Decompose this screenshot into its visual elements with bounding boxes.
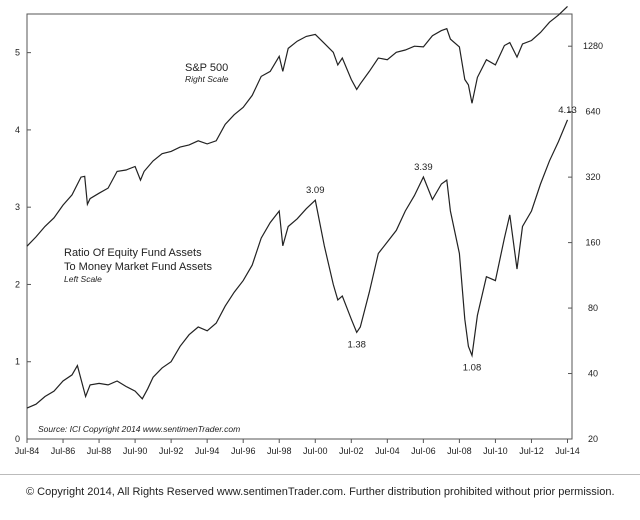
x-tick-label: Jul-94 [195, 446, 220, 456]
copyright-text: © Copyright 2014, All Rights Reserved ww… [26, 486, 615, 498]
data-label: 3.09 [306, 185, 325, 196]
x-tick-label: Jul-00 [303, 446, 328, 456]
x-tick-label: Jul-96 [231, 446, 256, 456]
ratio-sublabel: Left Scale [64, 274, 102, 284]
data-label: 1.08 [463, 363, 482, 374]
x-tick-label: Jul-04 [375, 446, 400, 456]
right-tick-label: 80 [588, 303, 598, 313]
x-tick-label: Jul-92 [159, 446, 184, 456]
footer: © Copyright 2014, All Rights Reserved ww… [0, 474, 640, 514]
sp500-label: S&P 500 [185, 62, 228, 74]
data-labels: 3.09 1.38 3.39 1.08 4.13 [306, 105, 577, 374]
x-tick-label: Jul-90 [123, 446, 148, 456]
left-tick-label: 0 [15, 434, 20, 444]
left-y-axis: 0 1 2 3 4 5 [15, 48, 31, 444]
x-tick-label: Jul-12 [519, 446, 544, 456]
x-tick-label: Jul-98 [267, 446, 292, 456]
right-tick-label: 320 [585, 172, 600, 182]
left-tick-label: 1 [15, 357, 20, 367]
ratio-label-line-2: To Money Market Fund Assets [64, 261, 212, 273]
left-tick-label: 5 [15, 48, 20, 58]
source-note: Source: ICI Copyright 2014 www.sentimenT… [38, 424, 240, 434]
sp500-sublabel: Right Scale [185, 74, 229, 84]
x-tick-label: Jul-10 [483, 446, 508, 456]
x-tick-label: Jul-86 [51, 446, 76, 456]
ratio-label-line-1: Ratio Of Equity Fund Assets [64, 247, 202, 259]
right-tick-label: 1280 [583, 41, 603, 51]
x-axis: Jul-84 Jul-86 Jul-88 Jul-90 Jul-92 Jul-94 Jul-… [15, 439, 580, 456]
x-tick-label: Jul-08 [447, 446, 472, 456]
x-tick-label: Jul-84 [15, 446, 40, 456]
ratio-series-line [26, 119, 569, 409]
plot-frame [26, 13, 573, 440]
x-tick-label: Jul-06 [411, 446, 436, 456]
right-tick-label: 640 [585, 107, 600, 117]
left-tick-label: 4 [15, 125, 20, 135]
right-tick-label: 160 [585, 238, 600, 248]
sp500-series-line [26, 5, 568, 247]
data-label: 1.38 [347, 339, 366, 350]
footer-divider [0, 474, 640, 475]
chart: Jul-84 Jul-86 Jul-88 Jul-90 Jul-92 Jul-94 Jul-… [15, 5, 603, 456]
data-label: 3.39 [414, 162, 433, 173]
right-tick-label: 40 [588, 369, 598, 379]
left-tick-label: 2 [15, 279, 20, 289]
data-label: 4.13 [558, 105, 577, 116]
x-tick-label: Jul-02 [339, 446, 364, 456]
right-y-axis: 20 40 80 160 320 640 1280 [568, 41, 603, 444]
x-tick-label: Jul-88 [87, 446, 112, 456]
left-tick-label: 3 [15, 202, 20, 212]
right-tick-label: 20 [588, 434, 598, 444]
x-tick-label: Jul-14 [555, 446, 580, 456]
